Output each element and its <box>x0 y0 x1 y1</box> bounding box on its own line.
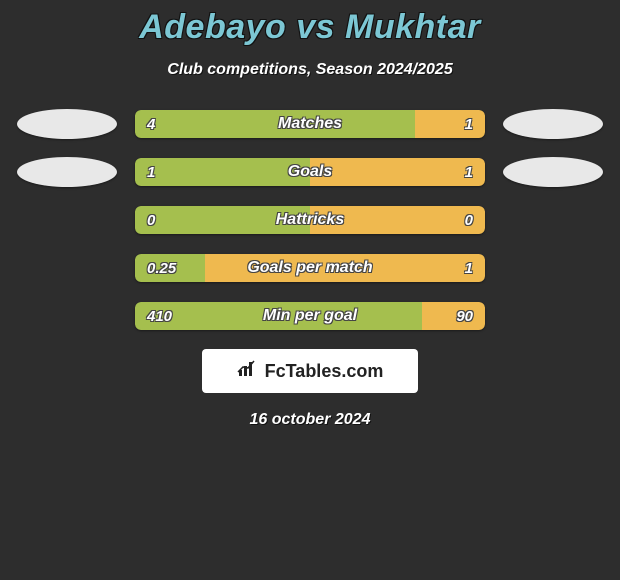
badge-spacer <box>503 205 603 235</box>
page-title: Adebayo vs Mukhtar <box>0 8 620 47</box>
comparison-bar: 00Hattricks <box>135 206 485 234</box>
footer-logo: FcTables.com <box>202 349 418 393</box>
badge-spacer <box>503 301 603 331</box>
comparison-bar: 11Goals <box>135 158 485 186</box>
stat-row: 00Hattricks <box>0 205 620 235</box>
badge-spacer <box>17 253 117 283</box>
badge-spacer <box>503 253 603 283</box>
comparison-bar: 41Matches <box>135 110 485 138</box>
bar-chart-icon <box>237 360 259 383</box>
badge-spacer <box>17 301 117 331</box>
bar-label: Goals per match <box>135 254 485 282</box>
team-badge-right <box>503 109 603 139</box>
comparison-card: Adebayo vs Mukhtar Club competitions, Se… <box>0 0 620 429</box>
subtitle: Club competitions, Season 2024/2025 <box>0 61 620 79</box>
bar-label: Hattricks <box>135 206 485 234</box>
bar-label: Matches <box>135 110 485 138</box>
badge-spacer <box>17 205 117 235</box>
bar-label: Goals <box>135 158 485 186</box>
team-badge-left <box>17 157 117 187</box>
bar-label: Min per goal <box>135 302 485 330</box>
comparison-bar: 0.251Goals per match <box>135 254 485 282</box>
team-badge-right <box>503 157 603 187</box>
stat-row: 11Goals <box>0 157 620 187</box>
team-badge-left <box>17 109 117 139</box>
stat-row: 0.251Goals per match <box>0 253 620 283</box>
comparison-bar: 41090Min per goal <box>135 302 485 330</box>
footer-date: 16 october 2024 <box>0 411 620 429</box>
stat-row: 41090Min per goal <box>0 301 620 331</box>
footer-logo-text: FcTables.com <box>265 361 384 382</box>
stat-row: 41Matches <box>0 109 620 139</box>
stats-list: 41Matches 11Goals 00Hattricks 0.251Goals pe… <box>0 109 620 331</box>
